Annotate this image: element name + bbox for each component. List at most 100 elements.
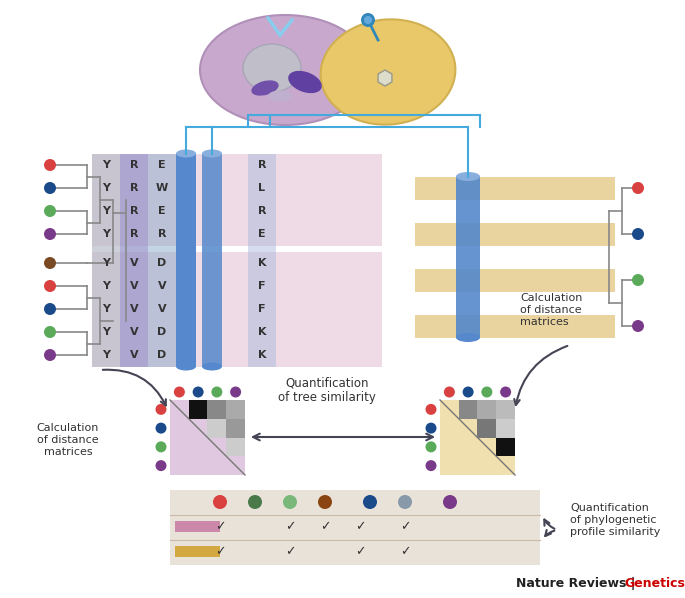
Bar <box>440 400 515 475</box>
Circle shape <box>44 349 56 361</box>
Bar <box>415 222 615 246</box>
Text: Y: Y <box>102 350 110 360</box>
Text: K: K <box>258 258 266 268</box>
Ellipse shape <box>321 19 456 124</box>
Text: Quantification
of phylogenetic
profile similarity: Quantification of phylogenetic profile s… <box>570 504 660 536</box>
Polygon shape <box>378 70 392 86</box>
Text: Y: Y <box>102 160 110 170</box>
Text: ✓: ✓ <box>355 545 365 559</box>
Circle shape <box>500 386 511 398</box>
Bar <box>92 321 382 343</box>
Text: R: R <box>129 206 138 216</box>
Bar <box>415 176 615 200</box>
Bar <box>170 490 540 565</box>
Text: E: E <box>158 160 166 170</box>
Ellipse shape <box>268 90 292 102</box>
Circle shape <box>425 441 436 452</box>
Circle shape <box>213 495 227 509</box>
Circle shape <box>482 386 493 398</box>
Text: R: R <box>129 183 138 193</box>
Circle shape <box>44 182 56 194</box>
Text: V: V <box>129 350 138 360</box>
Bar <box>175 521 220 532</box>
Circle shape <box>443 495 457 509</box>
Circle shape <box>361 13 375 27</box>
Text: Y: Y <box>102 327 110 337</box>
Text: Y: Y <box>102 206 110 216</box>
Text: ✓: ✓ <box>215 520 225 533</box>
Circle shape <box>425 404 436 415</box>
Bar <box>175 546 220 557</box>
Circle shape <box>155 423 166 434</box>
Text: Y: Y <box>102 281 110 291</box>
Text: V: V <box>129 258 138 268</box>
Circle shape <box>174 386 185 398</box>
Text: R: R <box>158 229 166 239</box>
Bar <box>92 252 382 274</box>
Circle shape <box>44 280 56 292</box>
Circle shape <box>192 386 203 398</box>
Text: F: F <box>258 304 266 314</box>
Ellipse shape <box>202 362 222 371</box>
Bar <box>202 154 222 367</box>
Text: Y: Y <box>102 229 110 239</box>
Bar <box>92 297 382 321</box>
Text: Nature Reviews |: Nature Reviews | <box>516 577 640 590</box>
Ellipse shape <box>176 150 196 157</box>
Text: V: V <box>129 281 138 291</box>
Bar <box>496 419 515 438</box>
Ellipse shape <box>288 71 322 93</box>
Circle shape <box>248 495 262 509</box>
Text: Calculation
of distance
matrices: Calculation of distance matrices <box>37 423 99 457</box>
Bar <box>208 419 226 438</box>
Text: ✓: ✓ <box>400 545 410 559</box>
Circle shape <box>364 16 372 24</box>
Ellipse shape <box>176 362 196 371</box>
Bar <box>248 154 276 367</box>
Bar <box>226 438 245 456</box>
Text: R: R <box>258 160 266 170</box>
Text: E: E <box>158 206 166 216</box>
Circle shape <box>444 386 455 398</box>
Ellipse shape <box>243 44 301 92</box>
Text: ✓: ✓ <box>400 520 410 533</box>
Text: V: V <box>129 327 138 337</box>
Text: V: V <box>158 304 166 314</box>
Text: R: R <box>258 206 266 216</box>
Circle shape <box>44 228 56 240</box>
Text: Calculation
of distance
matrices: Calculation of distance matrices <box>520 294 582 327</box>
Circle shape <box>44 326 56 338</box>
Bar <box>415 315 615 337</box>
Bar <box>92 154 120 367</box>
Bar <box>148 154 176 367</box>
Bar <box>477 419 496 438</box>
Bar <box>176 154 196 367</box>
Text: E: E <box>258 229 266 239</box>
Bar <box>92 343 382 367</box>
Text: ✓: ✓ <box>215 545 225 559</box>
Circle shape <box>44 257 56 269</box>
Bar <box>226 400 245 419</box>
Text: K: K <box>258 350 266 360</box>
Circle shape <box>632 320 644 332</box>
Text: Y: Y <box>102 304 110 314</box>
Circle shape <box>425 460 436 471</box>
Circle shape <box>632 274 644 286</box>
Circle shape <box>283 495 297 509</box>
Text: W: W <box>156 183 168 193</box>
Text: V: V <box>129 304 138 314</box>
Circle shape <box>462 386 473 398</box>
Text: D: D <box>158 258 166 268</box>
Bar <box>415 269 615 291</box>
Bar <box>170 400 245 475</box>
Ellipse shape <box>202 150 222 157</box>
Circle shape <box>212 386 223 398</box>
Bar <box>92 274 382 297</box>
Bar <box>496 438 515 456</box>
Ellipse shape <box>456 333 480 342</box>
Circle shape <box>230 386 241 398</box>
Circle shape <box>155 404 166 415</box>
Bar <box>496 400 515 419</box>
Bar <box>92 200 382 222</box>
Text: R: R <box>129 160 138 170</box>
